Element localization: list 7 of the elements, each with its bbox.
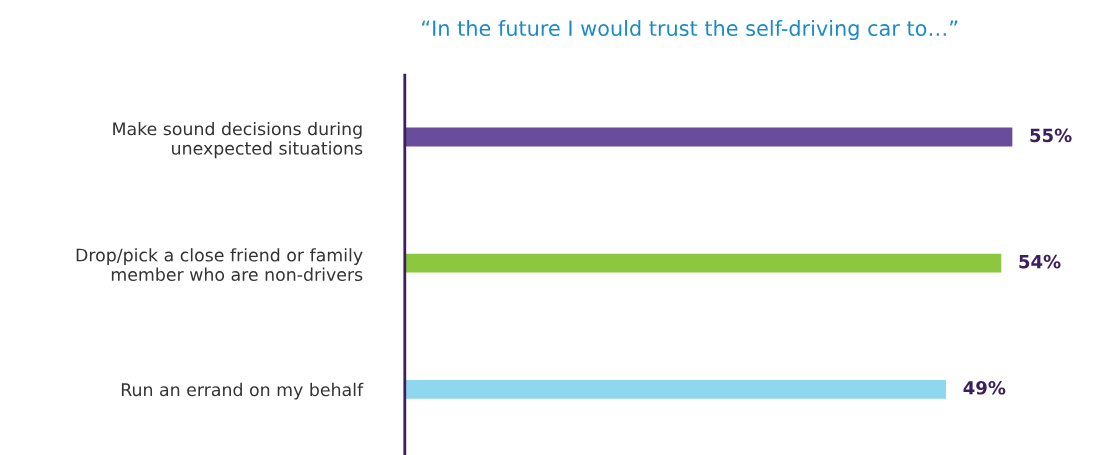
- data-label: 49%: [963, 380, 1006, 395]
- chart-title: “In the future I would trust the self-driving car to…”: [422, 19, 958, 41]
- y-tick-label: Drop/pick a close friend or family member who are non-drivers: [76, 248, 363, 282]
- data-label: 55%: [1030, 128, 1072, 143]
- data-label: 54%: [1019, 254, 1061, 269]
- y-tick-label: Make sound decisions during unexpected situations: [113, 121, 363, 159]
- y-tick-label: Run an errand on my behalf: [121, 382, 364, 400]
